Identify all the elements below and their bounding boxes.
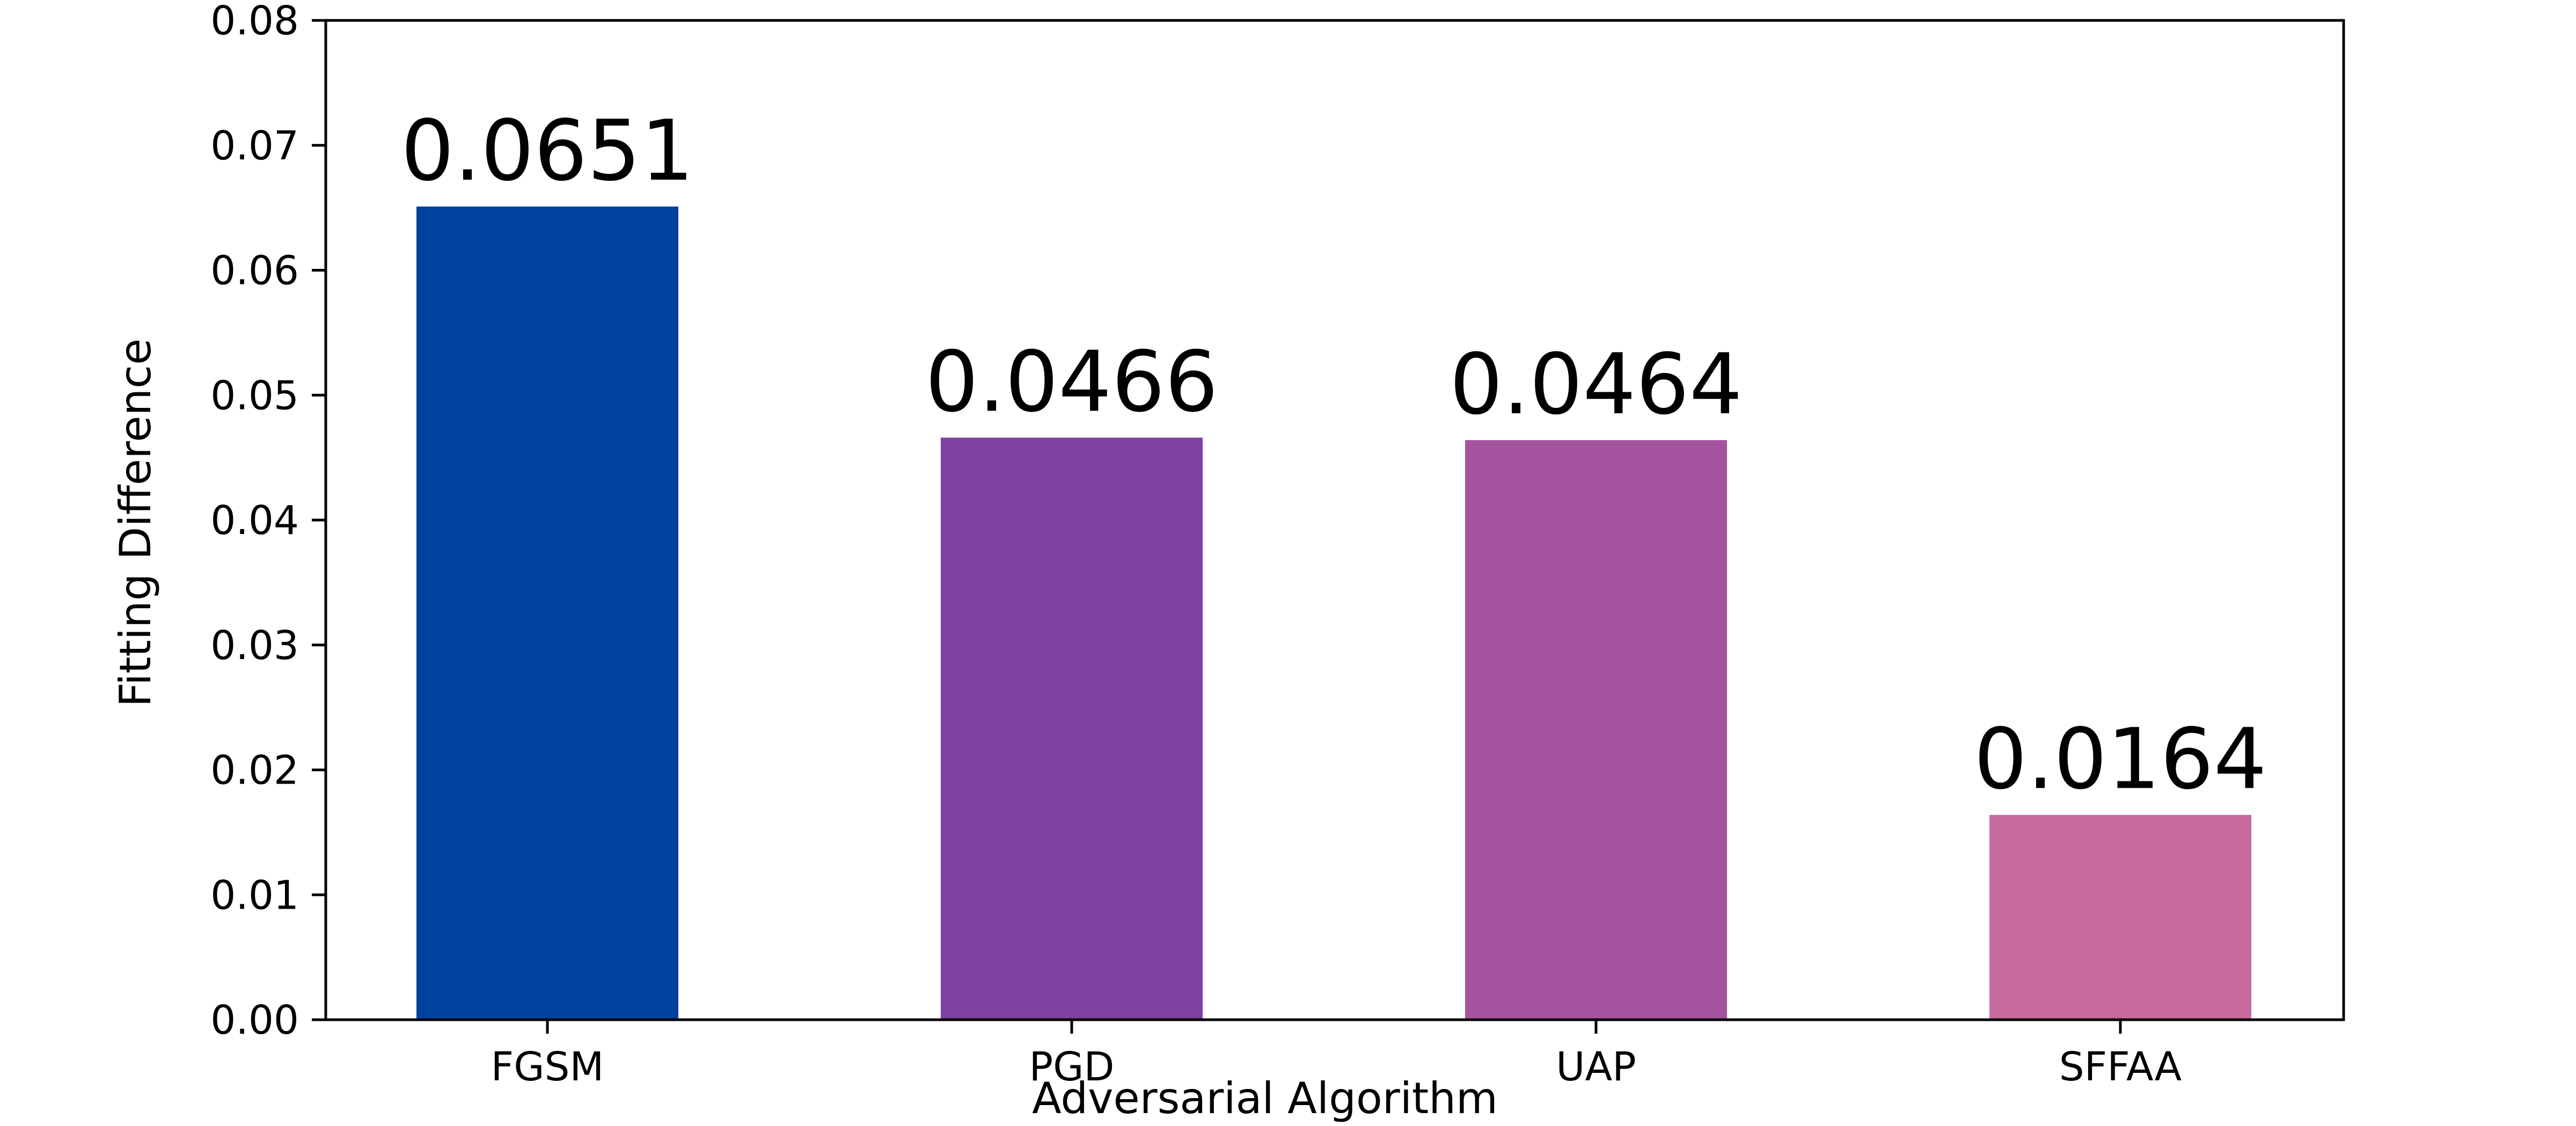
- y-axis-label: Fitting Difference: [111, 339, 160, 707]
- y-tick-label: 0.08: [210, 0, 299, 44]
- bars: [416, 206, 2251, 1020]
- bar-fgsm: [416, 206, 678, 1020]
- x-tick-label-uap: UAP: [1556, 1044, 1636, 1090]
- data-label-pgd: 0.0466: [925, 333, 1218, 430]
- y-axis: 0.00 0.01 0.02 0.03 0.04 0.05 0.06 0.07 0.08: [210, 0, 326, 1043]
- y-tick-label: 0.02: [210, 748, 299, 794]
- y-tick-label: 0.06: [210, 248, 299, 294]
- bar-sffaa: [1989, 815, 2251, 1020]
- y-tick-label: 0.04: [210, 498, 299, 544]
- data-label-fgsm: 0.0651: [401, 102, 694, 200]
- x-tick-label-fgsm: FGSM: [491, 1044, 604, 1090]
- bar-uap: [1465, 440, 1727, 1020]
- x-axis: FGSM PGD UAP SFFAA: [491, 1020, 2182, 1090]
- y-tick-label: 0.07: [210, 123, 299, 169]
- y-tick-label: 0.01: [210, 872, 299, 918]
- y-tick-label: 0.00: [210, 997, 299, 1043]
- x-tick-label-sffaa: SFFAA: [2059, 1044, 2182, 1090]
- x-tick-label-pgd: PGD: [1029, 1044, 1115, 1090]
- y-tick-label: 0.05: [210, 372, 299, 419]
- data-label-uap: 0.0464: [1450, 335, 1743, 433]
- data-label-sffaa: 0.0164: [1974, 710, 2267, 808]
- x-axis-label: Adversarial Algorithm: [1032, 1073, 1498, 1123]
- bar-pgd: [941, 437, 1203, 1020]
- y-tick-label: 0.03: [210, 623, 299, 669]
- data-labels: 0.0651 0.0466 0.0464 0.0164: [401, 102, 2267, 808]
